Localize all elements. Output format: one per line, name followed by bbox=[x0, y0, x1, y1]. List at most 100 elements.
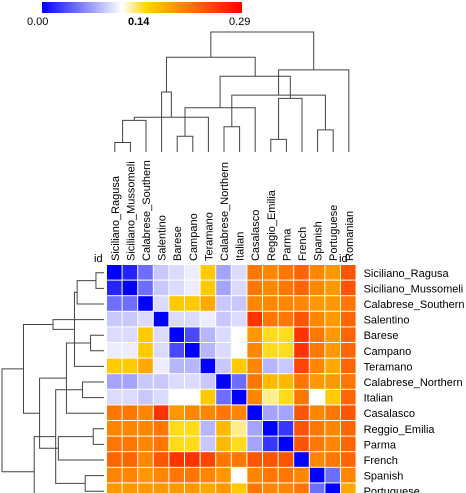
heatmap-cell bbox=[122, 452, 138, 467]
heatmap-cell bbox=[231, 327, 247, 342]
heatmap-cell bbox=[107, 280, 122, 296]
column-dendrogram-link bbox=[278, 97, 303, 152]
heatmap-cell bbox=[341, 374, 356, 389]
column-dendrogram-link bbox=[270, 138, 287, 152]
heatmap-cell bbox=[309, 467, 325, 483]
heatmap-cell bbox=[122, 327, 138, 342]
heatmap-cell bbox=[107, 327, 122, 342]
heatmap-cell bbox=[185, 374, 200, 389]
heatmap-cell bbox=[122, 265, 138, 280]
column-label: Romanian bbox=[344, 211, 356, 261]
heatmap-cell bbox=[216, 436, 231, 452]
heatmap-cell bbox=[138, 358, 153, 374]
column-dendrogram-link bbox=[210, 31, 315, 70]
heatmap-cell bbox=[247, 327, 262, 342]
heatmap-cell bbox=[341, 389, 356, 405]
heatmap-cell bbox=[325, 389, 340, 405]
heatmap-cell bbox=[341, 265, 356, 280]
heatmap-cell bbox=[185, 358, 200, 374]
heatmap-cell bbox=[278, 358, 294, 374]
heatmap-cell bbox=[200, 343, 216, 358]
heatmap-cell bbox=[294, 467, 309, 483]
heatmap-cell bbox=[309, 436, 325, 452]
heatmap-cell bbox=[309, 452, 325, 467]
heatmap-cell bbox=[216, 467, 231, 483]
heatmap-cell bbox=[341, 280, 356, 296]
heatmap-cell bbox=[247, 467, 262, 483]
column-label: Calabrese_Northern bbox=[219, 162, 231, 261]
heatmap-cell bbox=[200, 296, 216, 311]
heatmap-cell bbox=[325, 358, 340, 374]
heatmap-cell bbox=[122, 483, 138, 493]
heatmap-cell bbox=[325, 311, 340, 327]
heatmap-cell bbox=[309, 280, 325, 296]
heatmap-cell bbox=[138, 265, 153, 280]
heatmap-cell bbox=[138, 436, 153, 452]
heatmap-cell bbox=[263, 405, 278, 420]
heatmap-cell bbox=[216, 421, 231, 436]
column-dendrogram-link bbox=[165, 56, 256, 92]
heatmap-cell bbox=[138, 452, 153, 467]
heatmap-cell bbox=[153, 452, 169, 467]
row-label: Casalasco bbox=[364, 408, 415, 420]
heatmap-cell bbox=[294, 343, 309, 358]
heatmap-cell bbox=[169, 452, 184, 467]
heatmap-cell bbox=[325, 374, 340, 389]
column-label: Parma bbox=[281, 228, 293, 261]
heatmap-cells bbox=[107, 265, 356, 493]
row-dendrogram-link bbox=[22, 323, 53, 414]
column-label: Italian bbox=[235, 232, 247, 261]
row-label: Reggio_Emilia bbox=[364, 424, 436, 436]
heatmap-cell bbox=[263, 327, 278, 342]
heatmap-cell bbox=[122, 296, 138, 311]
heatmap-cell bbox=[107, 452, 122, 467]
heatmap-cell bbox=[231, 358, 247, 374]
row-label: Italian bbox=[364, 393, 393, 405]
heatmap-cell bbox=[216, 389, 231, 405]
heatmap-cell bbox=[309, 421, 325, 436]
heatmap-cell bbox=[247, 358, 262, 374]
heatmap-cell bbox=[263, 467, 278, 483]
heatmap-cell bbox=[185, 467, 200, 483]
heatmap-cell bbox=[185, 436, 200, 452]
row-dendrogram-link bbox=[84, 475, 104, 492]
heatmap-cell bbox=[278, 421, 294, 436]
heatmap-cell bbox=[122, 311, 138, 327]
heatmap-cell bbox=[138, 405, 153, 420]
heatmap-cell bbox=[169, 436, 184, 452]
heatmap-cell bbox=[216, 483, 231, 493]
heatmap-cell bbox=[278, 374, 294, 389]
heatmap-cell bbox=[200, 467, 216, 483]
heatmap-cell bbox=[231, 483, 247, 493]
heatmap-cell bbox=[200, 358, 216, 374]
heatmap-cell bbox=[247, 265, 262, 280]
color-legend: 0.00 0.14 0.29 bbox=[27, 2, 250, 28]
heatmap-cell bbox=[185, 265, 200, 280]
heatmap-cell bbox=[341, 436, 356, 452]
heatmap-cell bbox=[263, 265, 278, 280]
heatmap-cell bbox=[169, 405, 184, 420]
heatmap-cell bbox=[309, 405, 325, 420]
row-id-label: id bbox=[339, 253, 348, 265]
heatmap-cell bbox=[231, 280, 247, 296]
heatmap-cell bbox=[107, 311, 122, 327]
heatmap-cell bbox=[294, 265, 309, 280]
heatmap-cell bbox=[247, 296, 262, 311]
heatmap-cell bbox=[153, 421, 169, 436]
column-dendrogram-link bbox=[122, 119, 147, 152]
heatmap-cell bbox=[153, 436, 169, 452]
heatmap-cell bbox=[325, 436, 340, 452]
heatmap-cell bbox=[216, 343, 231, 358]
row-label: Campano bbox=[364, 346, 412, 358]
column-label: French bbox=[297, 227, 309, 261]
heatmap-cell bbox=[231, 452, 247, 467]
heatmap-cell bbox=[309, 265, 325, 280]
heatmap-cell bbox=[107, 358, 122, 374]
heatmap-cell bbox=[122, 405, 138, 420]
row-label: French bbox=[364, 455, 398, 467]
heatmap-cell bbox=[216, 265, 231, 280]
row-dendrogram-link bbox=[39, 377, 67, 449]
column-label: Calabrese_Southern bbox=[141, 160, 153, 261]
heatmap-cell bbox=[294, 452, 309, 467]
heatmap-cell bbox=[185, 327, 200, 342]
